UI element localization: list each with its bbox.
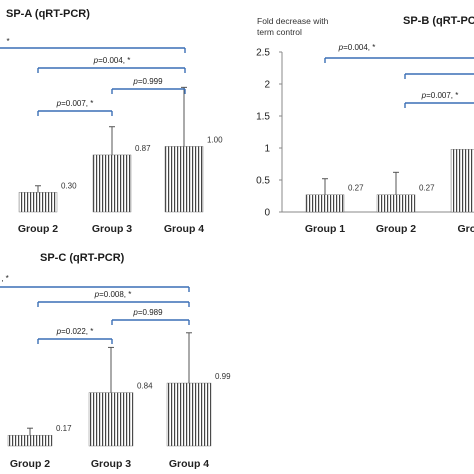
panel-sp-b: Fold decrease with term control SP-B (qR… [256, 15, 474, 235]
significance-label: p=0.022, * [56, 327, 94, 336]
data-label: 0.27 [348, 184, 364, 193]
data-label: 0.17 [56, 424, 72, 433]
category-label: Grou [457, 223, 474, 235]
significance-label: p=0.007, * [421, 91, 459, 100]
data-label: 0.30 [61, 181, 77, 190]
y-axis-label-line-2: term control [257, 27, 302, 37]
category-label: Group 3 [91, 458, 131, 470]
y-tick-label: 1 [264, 144, 270, 155]
category-label: Group 1 [305, 223, 345, 235]
data-label: 0.99 [215, 372, 231, 381]
data-label: 1.00 [207, 135, 223, 144]
bar [376, 194, 416, 213]
bar [18, 192, 58, 213]
panel-title: SP-C (qRT-PCR) [40, 252, 125, 264]
data-label: 0.87 [135, 144, 151, 153]
data-label: 0.84 [137, 382, 153, 391]
category-label: Group 2 [18, 223, 58, 235]
data-label: 0.27 [419, 184, 435, 193]
significance-label: * [6, 37, 9, 46]
bar [92, 154, 132, 213]
y-tick-label: 2 [264, 80, 270, 91]
y-tick-label: 0.5 [256, 176, 270, 187]
significance-label: p=0.999 [132, 77, 163, 86]
bar [88, 392, 134, 447]
y-tick-label: 1.5 [256, 112, 270, 123]
category-label: Group 3 [92, 223, 132, 235]
significance-label: p=0.004, * [93, 56, 131, 65]
bar [305, 194, 345, 213]
bar [166, 382, 212, 447]
panel-title: SP-B (qRT-PCR) [403, 15, 474, 27]
panel-sp-a: SP-A (qRT-PCR) 0.30 Group 2 0.87 Group 3 1.0… [0, 8, 223, 235]
significance-label: p=0.007, * [56, 99, 94, 108]
significance-label: p=0.989 [132, 308, 163, 317]
y-tick-label: 2.5 [256, 48, 270, 59]
y-axis-label-line-1: Fold decrease with [257, 16, 329, 26]
category-label: Group 4 [169, 458, 209, 470]
bar [450, 149, 474, 213]
significance-label: , * [1, 274, 9, 283]
significance-label: p=0.004, * [338, 43, 376, 52]
category-label: Group 2 [10, 458, 50, 470]
bar [164, 146, 204, 213]
category-label: Group 2 [376, 223, 416, 235]
y-tick-label: 0 [264, 208, 270, 219]
panel-sp-c: SP-C (qRT-PCR) 0.17 Group 2 0.84 Group 3 0.9… [0, 252, 231, 470]
category-label: Group 4 [164, 223, 204, 235]
panel-title: SP-A (qRT-PCR) [6, 8, 90, 20]
significance-label: p=0.008, * [94, 290, 132, 299]
bar [7, 434, 53, 447]
